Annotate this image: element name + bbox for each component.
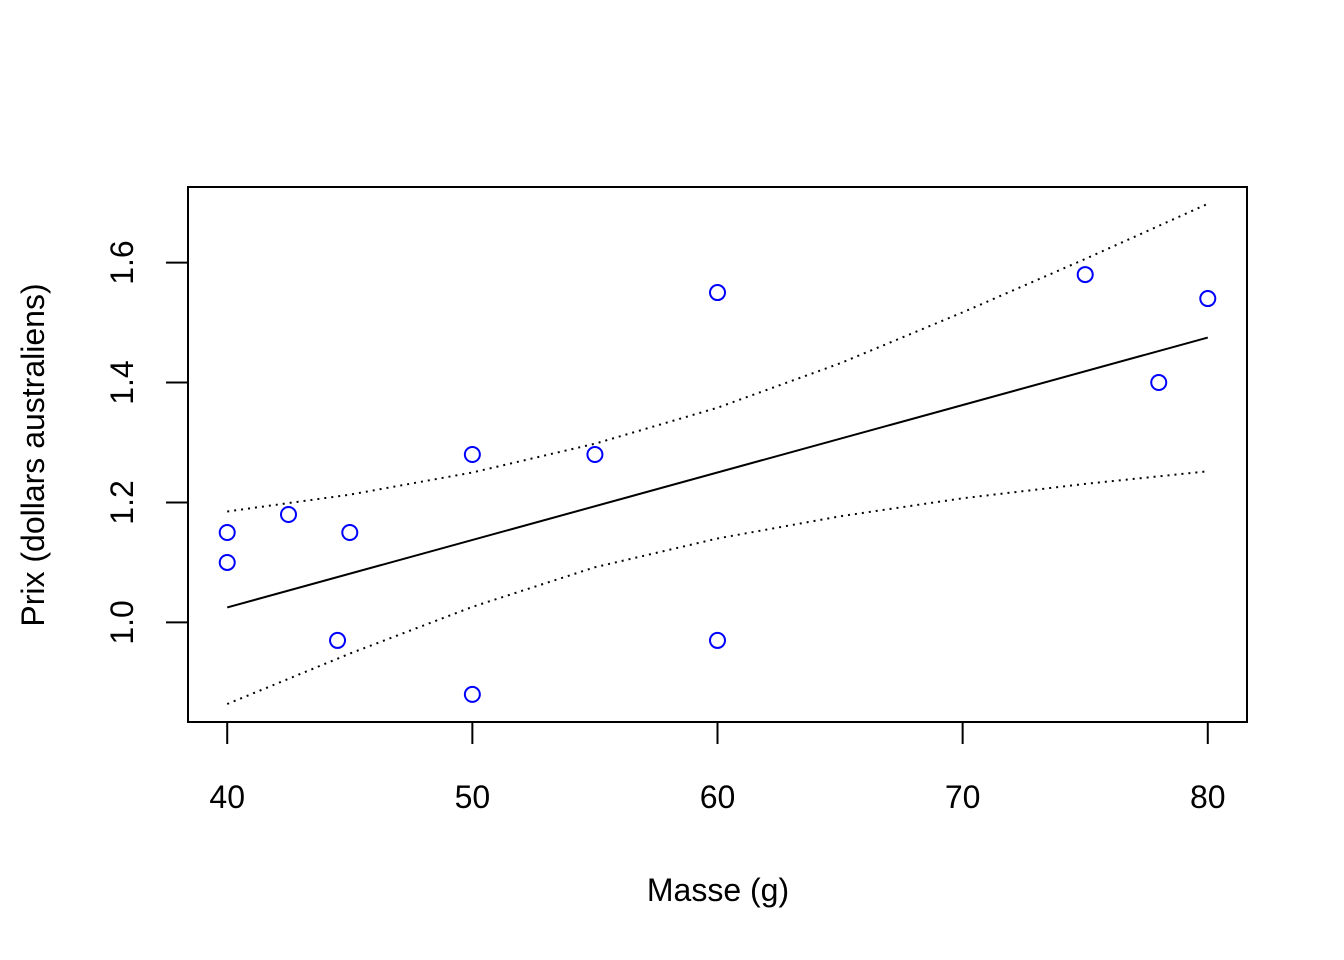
x-tick-label: 60 [700,779,736,815]
data-point [1076,266,1094,284]
data-point [1150,374,1168,392]
y-tick-label: 1.6 [104,240,140,284]
x-axis-title: Masse (g) [647,872,789,908]
y-tick-label: 1.2 [104,480,140,524]
fit-layer [226,202,1209,705]
data-point [586,446,604,463]
x-tick-label: 50 [455,779,491,815]
data-point [341,523,359,541]
lower-confidence-curve [226,470,1208,705]
data-point [1199,290,1217,308]
y-tick-label: 1.0 [104,600,140,644]
points-layer [218,266,1217,703]
y-axis: 1.0 1.2 1.4 1.6 [104,240,189,645]
x-tick-label: 70 [945,779,981,815]
x-axis: 40 50 60 70 80 [209,721,1226,815]
regression-line [226,336,1209,609]
y-axis-title: Prix (dollars australiens) [15,283,51,626]
upper-confidence-curve [227,202,1209,513]
data-point [280,505,298,523]
x-tick-label: 80 [1190,779,1226,815]
data-point [463,446,481,463]
data-point [709,284,726,302]
y-tick-label: 1.4 [104,360,140,404]
data-point [218,523,236,541]
data-point [709,631,726,649]
data-point [218,553,236,571]
x-tick-label: 40 [209,779,245,815]
data-point [329,631,347,649]
data-point [463,685,481,703]
